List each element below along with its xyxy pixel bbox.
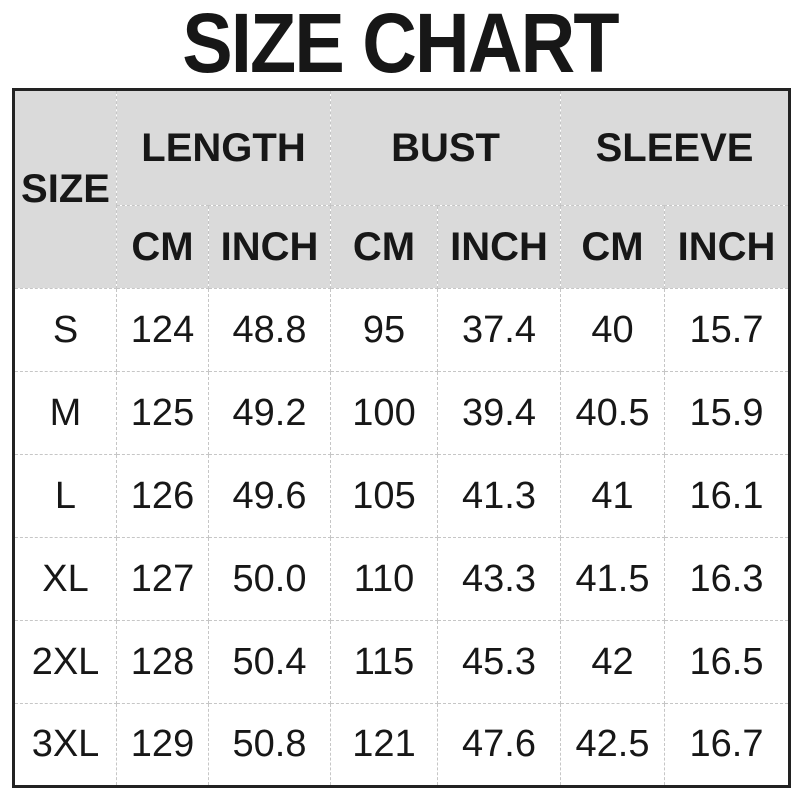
unit-header-length-inch: INCH [208,205,331,289]
table-row-l: L 126 49.6 105 41.3 41 16.1 [13,454,791,538]
table-row-s: S 124 48.8 95 37.4 40 15.7 [13,288,791,372]
size-label: L [13,454,117,538]
group-header-length: LENGTH [116,89,331,206]
value-cell: 100 [330,371,438,455]
group-header-bust: BUST [329,89,562,206]
size-chart-table: SIZE LENGTH BUST SLEEVE CM INCH CM INCH … [12,88,792,788]
value-cell: 41 [560,454,666,538]
value-cell: 40.5 [560,371,666,455]
value-cell: 42 [560,620,666,704]
value-cell: 49.6 [208,454,331,538]
value-cell: 115 [330,620,438,704]
table-row-m: M 125 49.2 100 39.4 40.5 15.9 [13,371,791,455]
value-cell: 129 [116,703,209,787]
value-cell: 41.5 [560,537,666,621]
value-cell: 42.5 [560,703,666,787]
page-title-text: SIZE CHART [182,0,619,90]
value-cell: 15.7 [664,288,791,372]
value-cell: 50.4 [208,620,331,704]
value-cell: 16.3 [664,537,791,621]
value-cell: 49.2 [208,371,331,455]
value-cell: 110 [330,537,438,621]
table-row-2xl: 2XL 128 50.4 115 45.3 42 16.5 [13,620,791,704]
size-label: M [13,371,117,455]
value-cell: 16.7 [664,703,791,787]
value-cell: 40 [560,288,666,372]
size-column-header: SIZE [13,89,117,289]
value-cell: 95 [330,288,438,372]
value-cell: 41.3 [436,454,562,538]
value-cell: 121 [330,703,438,787]
unit-header-bust-inch: INCH [436,205,562,289]
group-header-row: SIZE LENGTH BUST SLEEVE [13,89,791,289]
value-cell: 47.6 [436,703,562,787]
size-label: S [13,288,117,372]
size-label: XL [13,537,117,621]
page-title: SIZE CHART [0,0,800,90]
value-cell: 37.4 [436,288,562,372]
value-cell: 124 [116,288,209,372]
value-cell: 48.8 [208,288,331,372]
value-cell: 105 [330,454,438,538]
value-cell: 16.5 [664,620,791,704]
table-row-3xl: 3XL 129 50.8 121 47.6 42.5 16.7 [13,703,791,787]
size-label: 3XL [13,703,117,787]
table-row-xl: XL 127 50.0 110 43.3 41.5 16.3 [13,537,791,621]
unit-header-sleeve-inch: INCH [664,205,791,289]
value-cell: 50.8 [208,703,331,787]
value-cell: 128 [116,620,209,704]
value-cell: 50.0 [208,537,331,621]
value-cell: 39.4 [436,371,562,455]
value-cell: 125 [116,371,209,455]
value-cell: 43.3 [436,537,562,621]
value-cell: 16.1 [664,454,791,538]
value-cell: 15.9 [664,371,791,455]
value-cell: 127 [116,537,209,621]
size-label: 2XL [13,620,117,704]
unit-header-bust-cm: CM [330,205,438,289]
unit-header-length-cm: CM [116,205,209,289]
unit-header-row: CM INCH CM INCH CM INCH [14,205,791,289]
value-cell: 45.3 [436,620,562,704]
group-header-sleeve: SLEEVE [560,89,791,206]
unit-header-sleeve-cm: CM [560,205,666,289]
value-cell: 126 [116,454,209,538]
